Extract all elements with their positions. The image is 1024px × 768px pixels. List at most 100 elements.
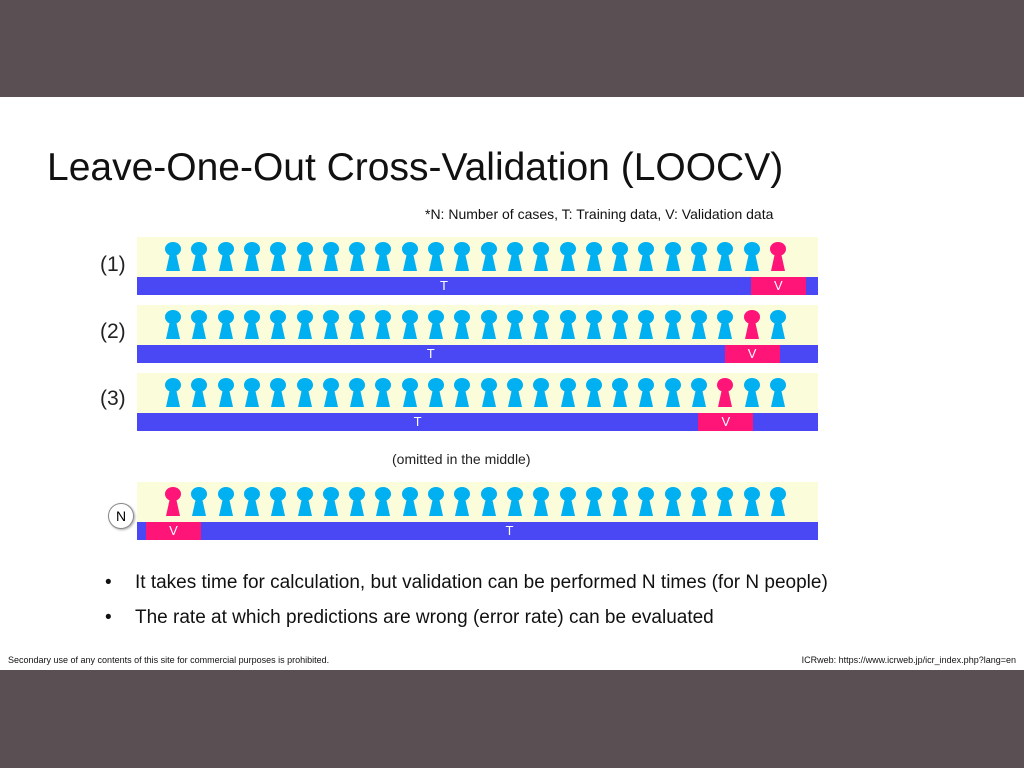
training-person-icon xyxy=(216,309,236,341)
training-person-icon xyxy=(558,241,578,273)
training-person-icon xyxy=(610,486,630,518)
training-person-icon xyxy=(347,486,367,518)
training-person-icon xyxy=(452,241,472,273)
training-person-icon xyxy=(295,309,315,341)
validation-segment: V xyxy=(698,413,754,431)
training-person-icon xyxy=(295,486,315,518)
case-track xyxy=(137,237,818,277)
training-person-icon xyxy=(189,486,209,518)
training-person-icon xyxy=(505,486,525,518)
training-label: T xyxy=(505,523,514,538)
training-person-icon xyxy=(216,241,236,273)
training-person-icon xyxy=(479,309,499,341)
training-person-icon xyxy=(610,309,630,341)
training-label: T xyxy=(439,278,448,293)
training-person-icon xyxy=(663,309,683,341)
case-track xyxy=(137,373,818,413)
training-person-icon xyxy=(531,241,551,273)
training-person-icon xyxy=(163,377,183,409)
validation-person-icon xyxy=(742,309,762,341)
training-person-icon xyxy=(505,309,525,341)
row-label-n: N xyxy=(108,503,134,529)
training-person-icon xyxy=(584,486,604,518)
training-person-icon xyxy=(347,241,367,273)
training-person-icon xyxy=(768,486,788,518)
training-person-icon xyxy=(242,241,262,273)
training-person-icon xyxy=(663,486,683,518)
training-person-icon xyxy=(400,241,420,273)
validation-segment: V xyxy=(750,277,806,295)
training-person-icon xyxy=(426,377,446,409)
training-person-icon xyxy=(452,486,472,518)
training-person-icon xyxy=(189,377,209,409)
training-person-icon xyxy=(505,377,525,409)
training-person-icon xyxy=(321,309,341,341)
training-person-icon xyxy=(663,241,683,273)
omitted-note: (omitted in the middle) xyxy=(392,451,531,467)
training-person-icon xyxy=(400,377,420,409)
training-person-icon xyxy=(400,309,420,341)
training-person-icon xyxy=(768,377,788,409)
training-person-icon xyxy=(268,309,288,341)
training-person-icon xyxy=(689,309,709,341)
bullet-2: • The rate at which predictions are wrong… xyxy=(105,607,714,628)
training-person-icon xyxy=(636,309,656,341)
training-person-icon xyxy=(242,309,262,341)
training-person-icon xyxy=(558,377,578,409)
training-person-icon xyxy=(531,377,551,409)
training-person-icon xyxy=(242,377,262,409)
training-person-icon xyxy=(715,309,735,341)
training-person-icon xyxy=(163,309,183,341)
training-person-icon xyxy=(189,241,209,273)
case-track xyxy=(137,482,818,522)
training-person-icon xyxy=(742,377,762,409)
training-label: T xyxy=(426,346,435,361)
footer-right: ICRweb: https://www.icrweb.jp/icr_index.… xyxy=(801,655,1016,665)
training-person-icon xyxy=(636,377,656,409)
training-person-icon xyxy=(295,377,315,409)
training-person-icon xyxy=(636,486,656,518)
validation-person-icon xyxy=(163,486,183,518)
training-person-icon xyxy=(373,309,393,341)
training-person-icon xyxy=(321,241,341,273)
training-person-icon xyxy=(715,241,735,273)
training-person-icon xyxy=(742,241,762,273)
training-person-icon xyxy=(426,241,446,273)
training-person-icon xyxy=(347,377,367,409)
training-person-icon xyxy=(216,486,236,518)
training-person-icon xyxy=(531,309,551,341)
validation-person-icon xyxy=(768,241,788,273)
training-person-icon xyxy=(163,241,183,273)
footer-left: Secondary use of any contents of this si… xyxy=(8,655,330,665)
training-person-icon xyxy=(584,241,604,273)
training-person-icon xyxy=(689,486,709,518)
training-person-icon xyxy=(479,377,499,409)
bullet-text: It takes time for calculation, but valid… xyxy=(135,572,828,593)
training-person-icon xyxy=(268,241,288,273)
case-track xyxy=(137,305,818,345)
training-person-icon xyxy=(558,309,578,341)
training-person-icon xyxy=(531,486,551,518)
training-person-icon xyxy=(584,309,604,341)
row-label-3: (3) xyxy=(100,387,126,410)
training-person-icon xyxy=(452,309,472,341)
training-person-icon xyxy=(689,241,709,273)
training-person-icon xyxy=(610,377,630,409)
training-person-icon xyxy=(321,486,341,518)
row-label-2: (2) xyxy=(100,320,126,343)
training-person-icon xyxy=(610,241,630,273)
training-person-icon xyxy=(715,486,735,518)
training-person-icon xyxy=(373,241,393,273)
training-person-icon xyxy=(689,377,709,409)
training-person-icon xyxy=(321,377,341,409)
training-person-icon xyxy=(636,241,656,273)
validation-segment: V xyxy=(146,522,201,540)
training-person-icon xyxy=(426,486,446,518)
slide-title: Leave-One-Out Cross-Validation (LOOCV) xyxy=(47,146,784,189)
training-person-icon xyxy=(400,486,420,518)
training-person-icon xyxy=(426,309,446,341)
training-person-icon xyxy=(373,377,393,409)
